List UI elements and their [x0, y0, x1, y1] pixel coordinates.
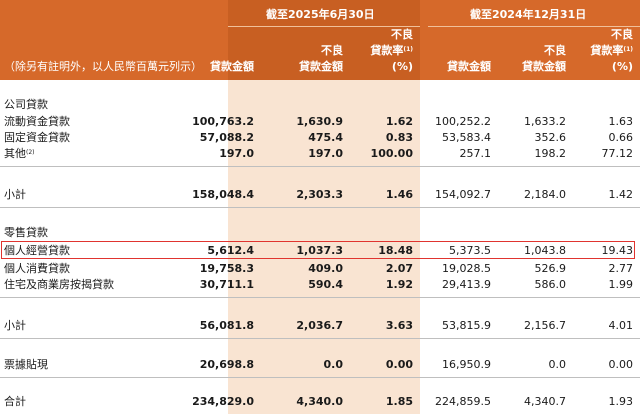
col-loan-amount-2024: 貸款金額 — [447, 60, 491, 73]
table-row-personal-business: 個人經營貸款 5,612.4 1,037.3 18.48 5,373.5 1,0… — [4, 244, 633, 257]
divider — [0, 166, 640, 167]
col-loan-amount-2025: 貸款金額 — [210, 60, 254, 73]
col-npl-2025-line2: 貸款金額 — [299, 60, 343, 73]
table-row-discounted-bills: 票據貼現 20,698.8 0.0 0.00 16,950.9 0.0 0.00 — [4, 358, 633, 371]
table-row-personal-consumption: 個人消費貸款 19,758.3 409.0 2.07 19,028.5 526.… — [4, 262, 633, 275]
table-row-others: 其他(2) 197.0 197.0 100.00 257.1 198.2 77.… — [4, 147, 633, 160]
table-row-mortgage: 住宅及商業房按揭貸款 30,711.1 590.4 1.92 29,413.9 … — [4, 278, 633, 291]
period-2024-header: 截至2024年12月31日 — [470, 8, 587, 21]
col-ratio-2025-unit: (%) — [391, 60, 413, 73]
table-row-total: 合計 234,829.0 4,340.0 1.85 224,859.5 4,34… — [4, 395, 633, 408]
table-row-retail-subtotal: 小計 56,081.8 2,036.7 3.63 53,815.9 2,156.… — [4, 319, 633, 332]
table-header: 截至2025年6月30日 截至2024年12月31日 （除另有註明外，以人民幣百… — [0, 0, 640, 80]
col-npl-2024-line2: 貸款金額 — [522, 60, 566, 73]
divider — [0, 297, 640, 298]
highlight-box — [1, 241, 635, 259]
divider — [0, 377, 640, 378]
col-ratio-2024-unit: (%) — [611, 60, 633, 73]
unit-note: （除另有註明外，以人民幣百萬元列示） — [4, 60, 202, 73]
divider — [0, 207, 640, 208]
col-ratio-2024-line2: 貸款率(1) — [590, 44, 633, 57]
period-2025-header: 截至2025年6月30日 — [266, 8, 375, 21]
col-npl-2025-line1: 不良 — [321, 44, 343, 57]
table-row-working-capital: 流動資金貸款 100,763.2 1,630.9 1.62 100,252.2 … — [4, 115, 633, 128]
col-ratio-2024-line1: 不良 — [611, 28, 633, 41]
section-heading-retail: 零售貸款 — [4, 226, 48, 239]
table-row-corporate-subtotal: 小計 158,048.4 2,303.3 1.46 154,092.7 2,18… — [4, 188, 633, 201]
col-ratio-2025-line2: 貸款率(1) — [370, 44, 413, 57]
section-heading-corporate: 公司貸款 — [4, 98, 48, 111]
current-period-shading — [228, 80, 420, 414]
col-ratio-2025-line1: 不良 — [391, 28, 413, 41]
divider — [0, 338, 640, 339]
col-npl-2024-line1: 不良 — [544, 44, 566, 57]
table-row-fixed-asset: 固定資金貸款 57,088.2 475.4 0.83 53,583.4 352.… — [4, 131, 633, 144]
